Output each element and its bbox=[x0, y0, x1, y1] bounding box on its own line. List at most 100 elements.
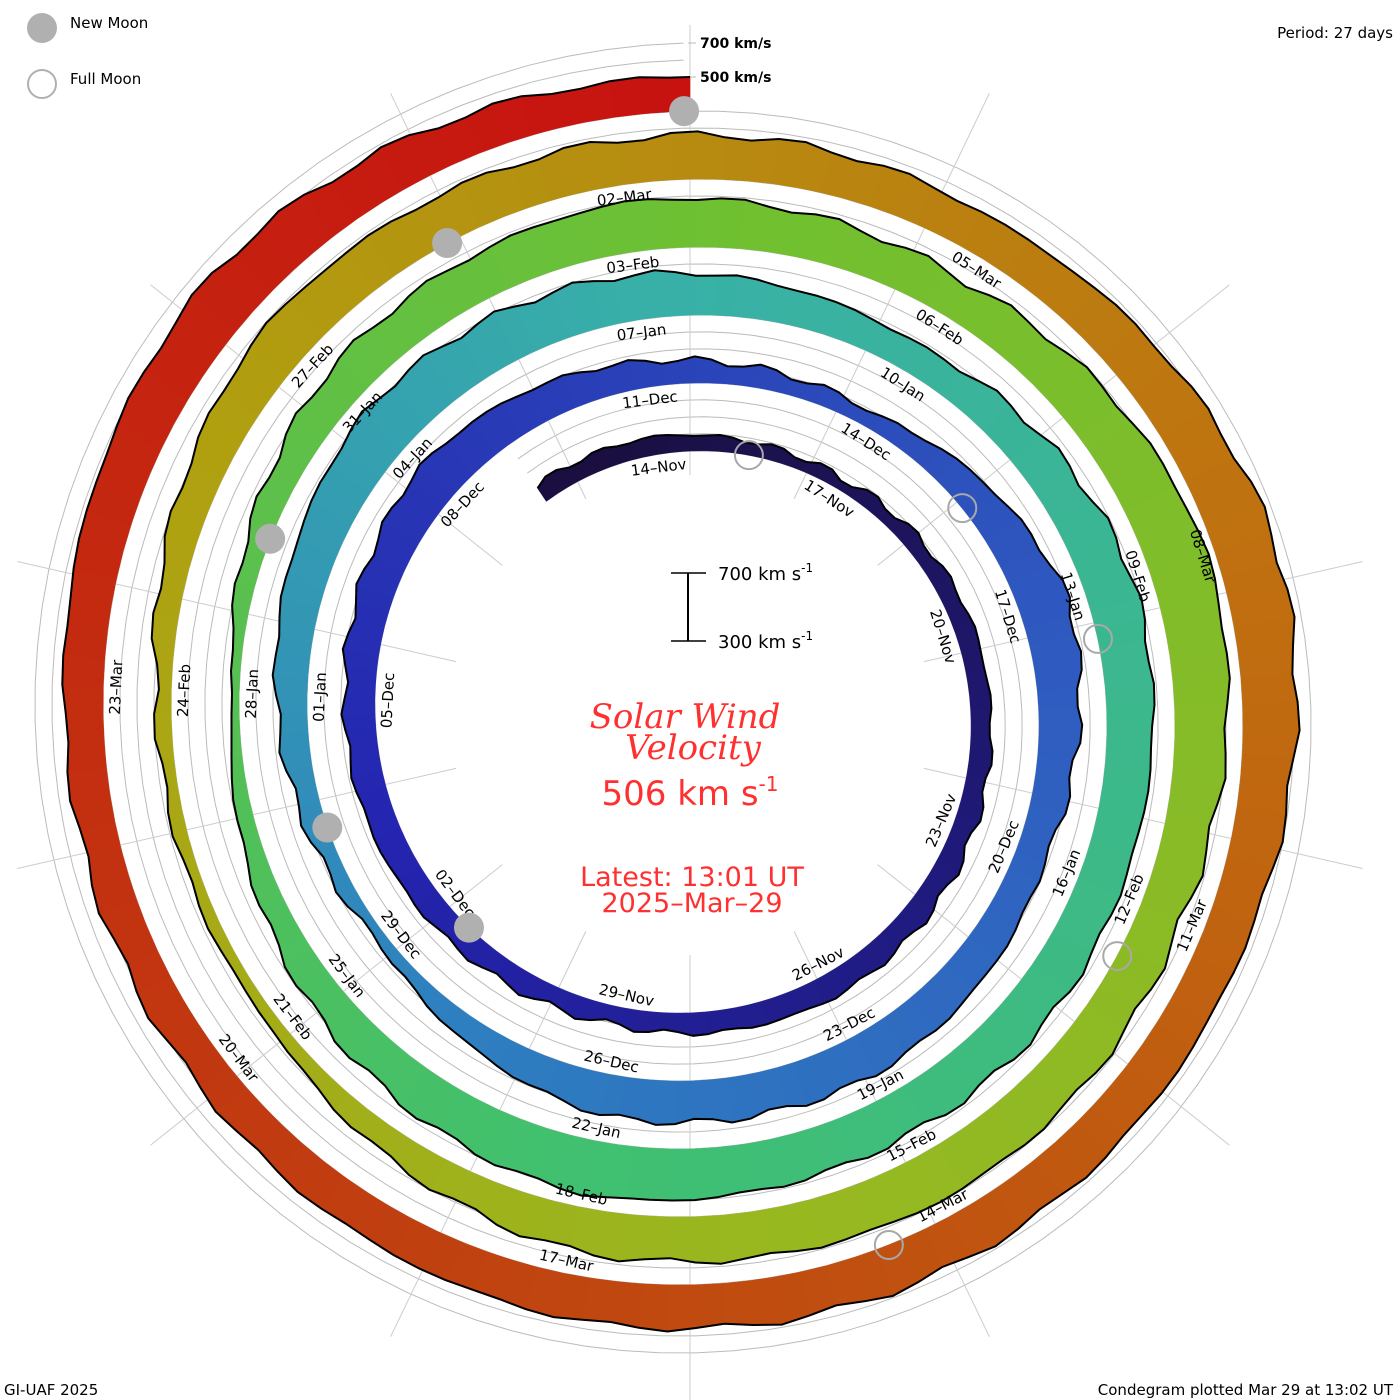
velocity-segment bbox=[1174, 703, 1228, 729]
date-label: 05–Dec bbox=[377, 672, 398, 728]
velocity-segment bbox=[969, 694, 992, 710]
title-line-1: Solar Wind bbox=[590, 697, 781, 737]
velocity-segment bbox=[1106, 704, 1155, 727]
velocity-segment bbox=[182, 855, 202, 883]
velocity-segment bbox=[693, 1147, 718, 1201]
velocity-segment bbox=[1242, 728, 1300, 759]
velocity-segment bbox=[1172, 677, 1231, 705]
velocity-segment bbox=[644, 1215, 672, 1260]
new-moon-marker bbox=[312, 812, 343, 843]
velocity-segment bbox=[696, 131, 726, 180]
velocity-segment bbox=[1242, 701, 1300, 731]
velocity-segment bbox=[680, 435, 695, 452]
velocity-segment bbox=[694, 356, 712, 384]
velocity-segment bbox=[692, 1011, 709, 1037]
velocity-segment bbox=[654, 434, 670, 455]
velocity-segment bbox=[151, 612, 179, 642]
ring-label-700: 700 km/s bbox=[700, 36, 771, 52]
velocity-segment bbox=[705, 434, 721, 452]
velocity-segment bbox=[721, 1280, 754, 1326]
velocity-segment bbox=[717, 1212, 747, 1265]
velocity-segment bbox=[638, 76, 671, 115]
footer-credit: GI-UAF 2025 bbox=[4, 1381, 98, 1399]
velocity-segment bbox=[721, 136, 752, 182]
velocity-segment bbox=[970, 708, 992, 723]
date-label: 11–Dec bbox=[621, 387, 678, 412]
velocity-segment bbox=[341, 714, 377, 731]
velocity-segment bbox=[638, 1283, 670, 1332]
velocity-segment bbox=[1104, 683, 1155, 707]
velocity-segment bbox=[667, 1284, 697, 1332]
moon-markers bbox=[255, 96, 1133, 1261]
grid-spiral-600 bbox=[51, 59, 1295, 1337]
latest-date: 2025–Mar–29 bbox=[601, 888, 782, 919]
scale-bar: 700 km s-1 300 km s-1 bbox=[671, 561, 813, 653]
full-moon-marker bbox=[947, 493, 978, 524]
velocity-segment bbox=[669, 1216, 696, 1263]
date-label: 01–Jan bbox=[310, 672, 330, 723]
velocity-bands bbox=[61, 76, 1301, 1333]
velocity-segment bbox=[65, 713, 105, 744]
velocity-segment bbox=[693, 435, 708, 452]
full-moon-marker bbox=[1082, 623, 1113, 654]
velocity-segment bbox=[166, 785, 183, 813]
velocity-segment bbox=[695, 198, 722, 248]
velocity-segment bbox=[61, 655, 105, 687]
velocity-segment bbox=[667, 434, 682, 454]
latest-time: Latest: 13:01 UT bbox=[580, 862, 804, 893]
velocity-segment bbox=[1240, 673, 1298, 704]
velocity-segment bbox=[674, 1080, 695, 1125]
grid-spoke bbox=[793, 93, 990, 499]
velocity-segment bbox=[695, 1283, 725, 1329]
new-moon-legend-icon bbox=[27, 13, 57, 43]
velocity-segment bbox=[231, 713, 241, 736]
velocity-segment bbox=[654, 269, 678, 318]
title-line-2: Velocity bbox=[625, 728, 761, 768]
velocity-segment bbox=[341, 697, 376, 715]
velocity-segment bbox=[714, 1145, 740, 1198]
velocity-segment bbox=[695, 275, 717, 316]
velocity-segment bbox=[232, 627, 246, 652]
date-label: 23–Mar bbox=[106, 659, 127, 716]
date-label: 28–Jan bbox=[242, 669, 262, 720]
velocity-segment bbox=[231, 734, 243, 758]
velocity-segment bbox=[67, 768, 111, 802]
footer-plotted: Condegram plotted Mar 29 at 13:02 UT bbox=[1098, 1381, 1394, 1399]
new-moon-marker bbox=[669, 96, 700, 127]
velocity-segment bbox=[61, 684, 104, 715]
velocity-segment bbox=[231, 605, 250, 631]
scale-top-label: 700 km s-1 bbox=[718, 561, 813, 585]
velocity-line bbox=[61, 76, 1301, 1333]
velocity-segment bbox=[344, 682, 376, 701]
velocity-segment bbox=[609, 76, 643, 118]
scale-bottom-label: 300 km s-1 bbox=[718, 629, 813, 653]
velocity-segment bbox=[694, 1215, 722, 1265]
date-label: 07–Jan bbox=[616, 320, 668, 344]
velocity-segment bbox=[1037, 688, 1079, 708]
velocity-segment bbox=[671, 1148, 696, 1201]
velocity-segment bbox=[1106, 725, 1153, 749]
velocity-segment bbox=[231, 776, 249, 801]
velocity-segment bbox=[643, 132, 673, 182]
current-speed: 506 km s-1 bbox=[602, 772, 779, 814]
full-moon-legend-label: Full Moon bbox=[70, 70, 141, 88]
new-moon-marker bbox=[432, 227, 463, 258]
velocity-segment bbox=[970, 721, 991, 737]
velocity-segment bbox=[617, 139, 648, 185]
velocity-segment bbox=[279, 731, 310, 753]
velocity-segment bbox=[693, 1079, 714, 1120]
date-label: 24–Feb bbox=[174, 664, 195, 718]
full-moon-marker bbox=[873, 1230, 904, 1261]
new-moon-marker bbox=[453, 912, 484, 943]
velocity-segment bbox=[720, 1007, 738, 1031]
velocity-segment bbox=[1038, 706, 1083, 726]
new-moon-legend-label: New Moon bbox=[70, 14, 148, 32]
full-moon-marker bbox=[733, 440, 764, 471]
full-moon-legend-icon bbox=[27, 69, 57, 99]
velocity-segment bbox=[670, 131, 699, 181]
velocity-segment bbox=[672, 199, 698, 248]
velocity-segment bbox=[279, 713, 309, 734]
velocity-segment bbox=[610, 1281, 643, 1329]
velocity-segment bbox=[1038, 723, 1083, 744]
